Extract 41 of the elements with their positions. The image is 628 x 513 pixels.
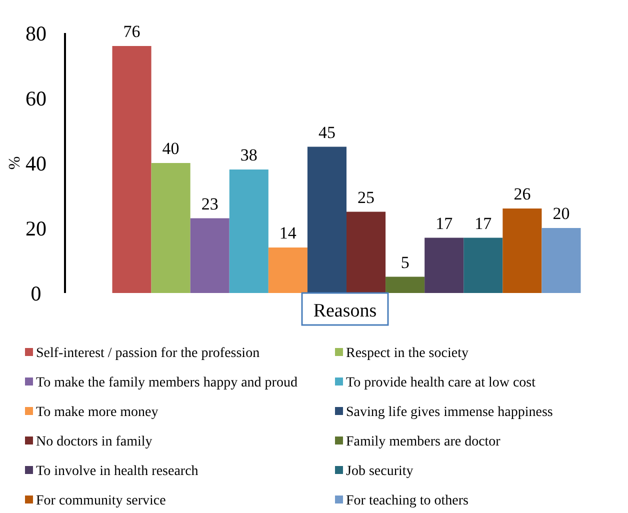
bar	[229, 170, 268, 293]
bar	[464, 238, 503, 293]
data-label: 23	[201, 194, 218, 214]
bar	[151, 163, 190, 293]
bar	[424, 238, 464, 293]
data-label: 45	[318, 122, 336, 142]
bar	[386, 276, 425, 293]
y-tick-label: 40	[26, 151, 46, 176]
data-label: 17	[474, 214, 492, 233]
legend-label: To make the family members happy and proud	[36, 375, 298, 390]
bar	[112, 46, 152, 293]
legend-label: Family members are doctor	[346, 434, 501, 450]
y-axis-title: %	[6, 156, 24, 170]
legend-label: Saving life gives immense happiness	[346, 404, 553, 420]
legend-label: Job security	[346, 464, 414, 479]
data-label: 76	[123, 22, 140, 41]
legend-label: To provide health care at low cost	[346, 375, 536, 390]
y-tick-label: 20	[26, 216, 46, 240]
bar	[190, 218, 230, 293]
legend-label: Respect in the society	[346, 346, 468, 361]
legend-label: For community service	[36, 493, 166, 508]
data-label: 20	[552, 204, 570, 223]
x-axis-title: Reasons	[313, 300, 377, 322]
data-label: 26	[514, 184, 531, 204]
data-label: 40	[162, 139, 180, 158]
y-tick-label: 0	[30, 281, 42, 306]
legend-label: Self-interest / passion for the profession	[36, 346, 260, 361]
data-label: 38	[240, 146, 258, 164]
legend-label: For teaching to others	[346, 493, 468, 508]
y-tick-label: 80	[26, 21, 46, 46]
legend-label: To involve in health research	[36, 464, 198, 479]
y-tick-label: 60	[26, 86, 46, 110]
data-label: 14	[279, 224, 297, 242]
data-label: 5	[400, 252, 410, 272]
bar	[502, 208, 542, 293]
data-label: 25	[358, 188, 375, 207]
bar	[542, 228, 581, 293]
legend-label: To make more money	[36, 404, 158, 420]
bar	[268, 248, 308, 293]
legend-label: No doctors in family	[36, 434, 152, 450]
data-label: 17	[436, 214, 454, 233]
